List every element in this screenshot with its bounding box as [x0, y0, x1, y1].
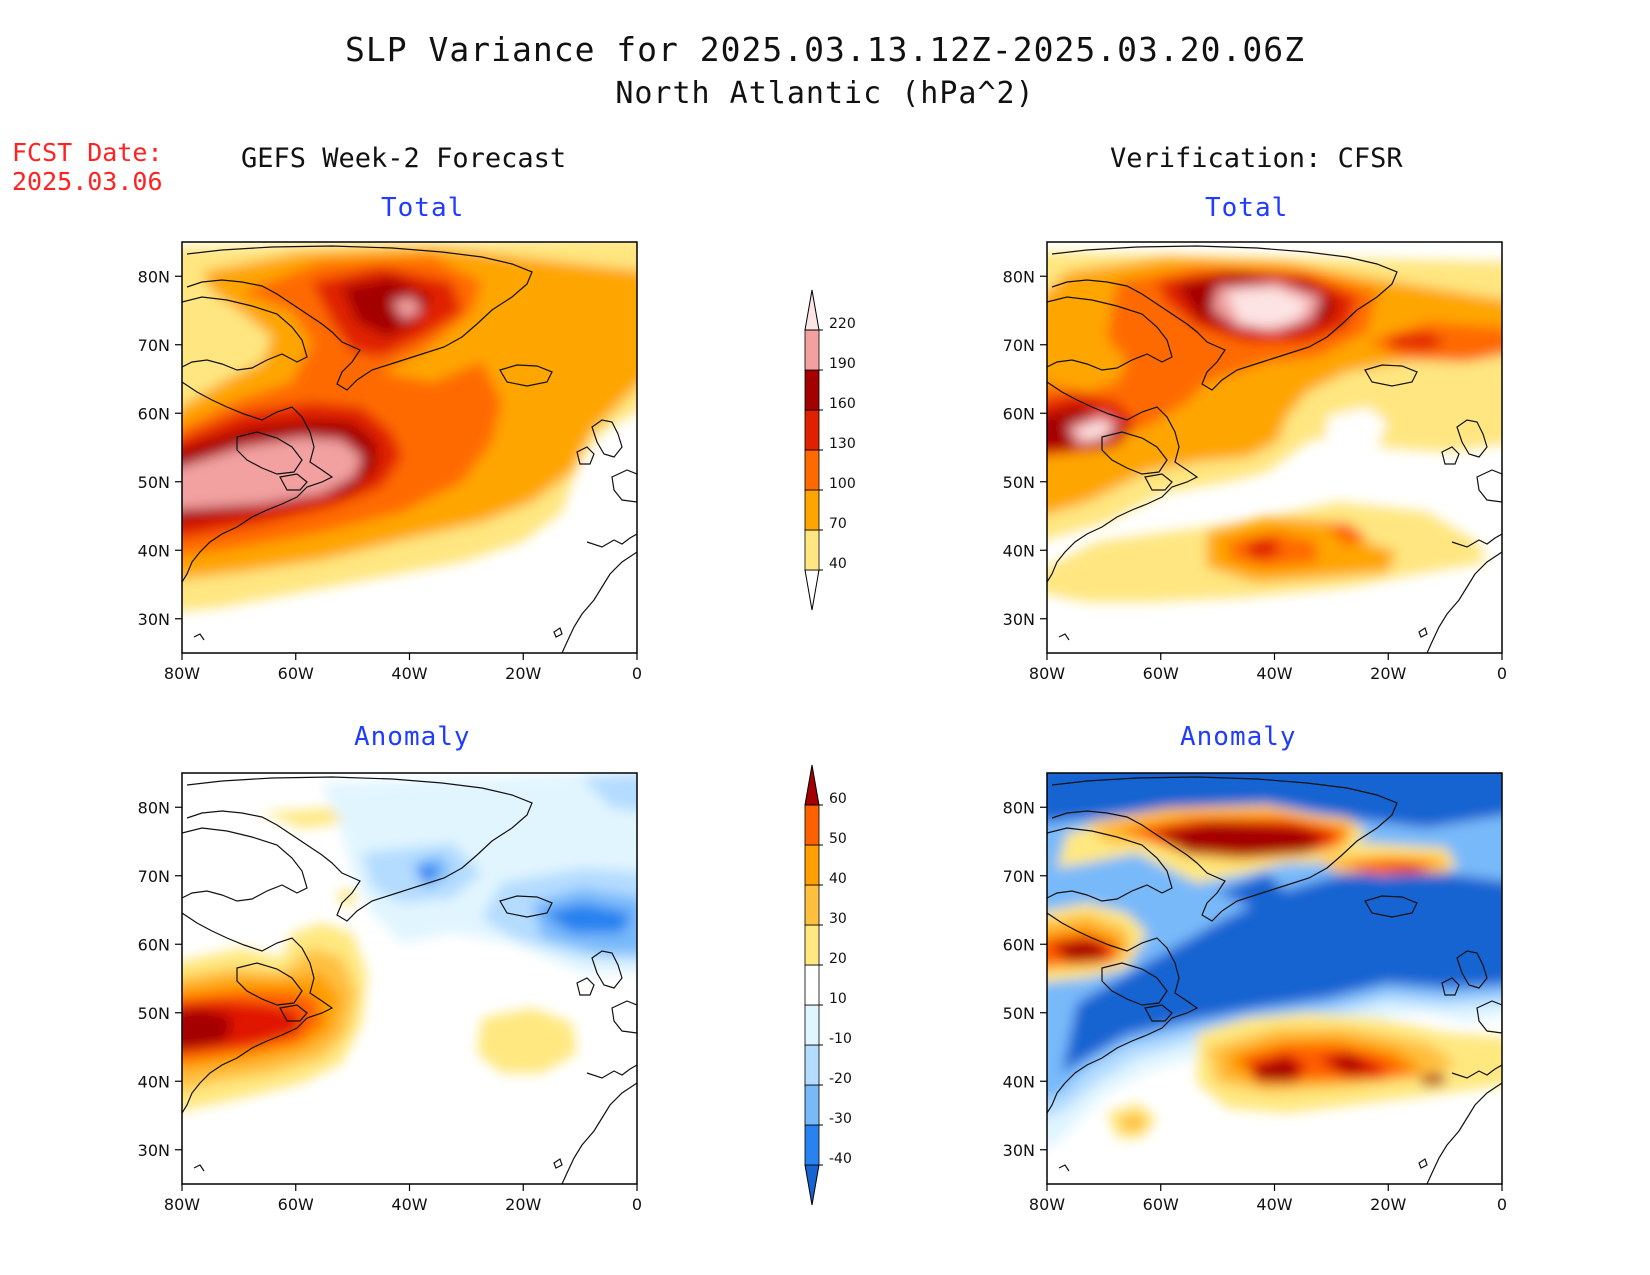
panel-title-forecast-anomaly: Anomaly: [354, 722, 471, 752]
lat-tick-label: 60N: [138, 404, 170, 423]
colorbar-label: 50: [829, 831, 847, 847]
map-axes: 80N 70N 60N 50N 40N 30N 80W 60W 40W 20W 0 80N 70N 60N…: [138, 267, 1507, 1214]
colorbar-label: 190: [829, 356, 856, 372]
colorbar-label: -30: [829, 1111, 852, 1127]
forecast-date-value: 2025.03.06: [12, 167, 163, 196]
lat-tick-label: 60N: [138, 935, 170, 954]
lat-tick-label: 30N: [138, 1141, 170, 1160]
forecast-date-caption: FCST Date:: [12, 138, 163, 167]
colorbar-arrow-high: [804, 764, 820, 806]
lon-tick-label: 20W: [1370, 1195, 1406, 1214]
lon-tick-label: 0: [1497, 664, 1507, 683]
colorbar-label: 40: [829, 871, 847, 887]
lon-tick-label: 80W: [1029, 1195, 1065, 1214]
lon-tick-label: 20W: [505, 664, 541, 683]
map-forecast-total: [181, 241, 638, 654]
colorbar-label: 160: [829, 396, 856, 412]
lat-tick-label: 40N: [138, 541, 170, 560]
map-verification-anomaly: [1046, 772, 1503, 1185]
column-title-verification: Verification: CFSR: [1110, 143, 1403, 174]
colorbar-label: -10: [829, 1031, 852, 1047]
colorbar-label: -40: [829, 1151, 852, 1167]
panel-title-forecast-total: Total: [381, 193, 465, 223]
lat-tick-label: 80N: [1003, 267, 1035, 286]
lon-tick-label: 40W: [1256, 664, 1292, 683]
lon-tick-label: 40W: [1256, 1195, 1292, 1214]
colorbar-segment: [804, 1084, 820, 1126]
lon-tick-label: 20W: [1370, 664, 1406, 683]
colorbar-total: 40 70 100 130 160 190 220: [804, 289, 856, 611]
colorbar-arrow-high: [804, 289, 820, 331]
column-title-forecast: GEFS Week-2 Forecast: [241, 143, 567, 174]
lon-tick-label: 80W: [164, 1195, 200, 1214]
colorbar-label: 20: [829, 951, 847, 967]
colorbar-segment: [804, 1124, 820, 1166]
colorbar-segment: [804, 844, 820, 886]
colorbar-segment: [804, 449, 820, 491]
lat-tick-label: 70N: [138, 867, 170, 886]
lat-tick-label: 40N: [1003, 1072, 1035, 1091]
colorbar-segment: [804, 924, 820, 966]
colorbar-segment: [804, 329, 820, 371]
colorbar-label: 10: [829, 991, 847, 1007]
colorbar-label: 220: [829, 316, 856, 332]
forecast-date-label: FCST Date: 2025.03.06: [12, 138, 163, 196]
lon-tick-label: 40W: [391, 664, 427, 683]
map-verification-total: [1046, 241, 1503, 654]
panel-title-verification-anomaly: Anomaly: [1180, 722, 1297, 752]
lat-tick-label: 80N: [138, 798, 170, 817]
colorbar-segment: [804, 964, 820, 1006]
lat-tick-label: 40N: [138, 1072, 170, 1091]
colorbar-label: 60: [829, 791, 847, 807]
lat-tick-label: 80N: [1003, 798, 1035, 817]
lat-tick-label: 60N: [1003, 404, 1035, 423]
lat-tick-label: 70N: [1003, 867, 1035, 886]
lon-tick-label: 20W: [505, 1195, 541, 1214]
lon-tick-label: 60W: [1143, 664, 1179, 683]
colorbar-arrow-low: [804, 1164, 820, 1206]
lon-tick-label: 80W: [164, 664, 200, 683]
colorbar-label: 70: [829, 516, 847, 532]
colorbar-segment: [804, 1044, 820, 1086]
lat-tick-label: 80N: [138, 267, 170, 286]
colorbar-label: 30: [829, 911, 847, 927]
lat-tick-label: 50N: [1003, 1004, 1035, 1023]
page-title: SLP Variance for 2025.03.13.12Z-2025.03.…: [345, 30, 1305, 69]
lat-tick-label: 40N: [1003, 541, 1035, 560]
colorbar-segment: [804, 489, 820, 531]
lon-tick-label: 0: [1497, 1195, 1507, 1214]
colorbar-segment: [804, 369, 820, 411]
colorbar-label: 130: [829, 436, 856, 452]
colorbar-segment: [804, 884, 820, 926]
colorbar-segment: [804, 1004, 820, 1046]
lon-tick-label: 80W: [1029, 664, 1065, 683]
lat-tick-label: 60N: [1003, 935, 1035, 954]
lon-tick-label: 0: [632, 1195, 642, 1214]
lat-tick-label: 30N: [1003, 1141, 1035, 1160]
colorbar-label: 100: [829, 476, 856, 492]
lat-tick-label: 70N: [1003, 336, 1035, 355]
colorbar-label: -20: [829, 1071, 852, 1087]
lon-tick-label: 60W: [278, 1195, 314, 1214]
lat-tick-label: 50N: [1003, 473, 1035, 492]
lon-tick-label: 60W: [278, 664, 314, 683]
lon-tick-label: 0: [632, 664, 642, 683]
lat-tick-label: 30N: [138, 610, 170, 629]
lon-tick-label: 40W: [391, 1195, 427, 1214]
colorbar-label: 40: [829, 556, 847, 572]
panel-title-verification-total: Total: [1205, 193, 1289, 223]
colorbar-segment: [804, 409, 820, 451]
map-forecast-anomaly: [181, 772, 638, 1185]
lat-tick-label: 30N: [1003, 610, 1035, 629]
colorbar-segment: [804, 529, 820, 571]
lat-tick-label: 50N: [138, 1004, 170, 1023]
colorbar-arrow-low: [804, 569, 820, 611]
colorbar-anomaly: -40 -30 -20 -10 10 20 30 40 50 60: [804, 764, 852, 1206]
page-subtitle: North Atlantic (hPa^2): [615, 76, 1035, 111]
lat-tick-label: 70N: [138, 336, 170, 355]
lat-tick-label: 50N: [138, 473, 170, 492]
colorbar-segment: [804, 804, 820, 846]
lon-tick-label: 60W: [1143, 1195, 1179, 1214]
